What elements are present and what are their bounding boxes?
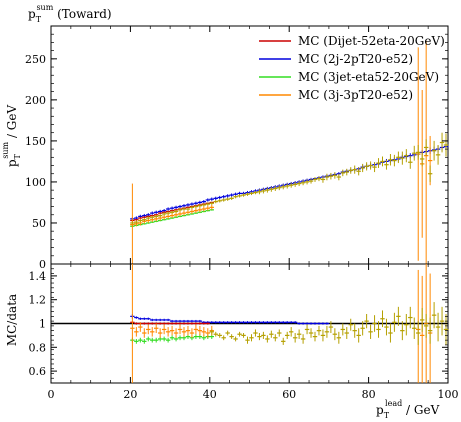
legend-label-3j: MC (3j-3pT20-e52) <box>298 88 413 102</box>
main-y-tick-label: 0 <box>39 258 46 271</box>
ratio-x-tick-label: 0 <box>48 388 55 401</box>
main-plot-area <box>130 40 449 264</box>
ratio-y-tick-label: 1.2 <box>29 294 47 307</box>
ratio-x-tick-label: 80 <box>362 388 376 401</box>
legend-label-dijet: MC (Dijet-52eta-20GeV) <box>298 34 445 48</box>
main-y-axis-title: pTsum / GeV <box>1 105 22 168</box>
ratio-x-tick-label: 40 <box>203 388 217 401</box>
main-y-tick-label: 50 <box>32 217 46 230</box>
ratio-x-tick-label: 20 <box>123 388 137 401</box>
legend-label-3jet: MC (3jet-eta52-20GeV) <box>298 70 439 84</box>
ratio-plot-area <box>51 264 449 383</box>
main-y-tick-label: 100 <box>25 176 46 189</box>
ratio-y-axis-title: MC/data <box>5 294 19 346</box>
ratio-y-tick-label: 1.4 <box>29 270 47 283</box>
legend: MC (Dijet-52eta-20GeV) MC (2j-2pT20-e52)… <box>259 34 445 102</box>
x-axis-title: pTlead / GeV <box>376 399 440 420</box>
chart-title: pTsum (Toward) <box>28 3 112 24</box>
main-y-tick-label: 250 <box>25 53 46 66</box>
ratio-y-tick-label: 0.6 <box>29 365 47 378</box>
legend-label-2j: MC (2j-2pT20-e52) <box>298 52 413 66</box>
main-y-tick-label: 150 <box>25 135 46 148</box>
ratio-y-tick-label: 1 <box>39 318 46 331</box>
main-y-axis: 0 50 100 150 200 250 <box>25 25 448 271</box>
ratio-x-tick-label: 100 <box>438 388 459 401</box>
ratio-x-tick-label: 60 <box>282 388 296 401</box>
main-y-tick-label: 200 <box>25 94 46 107</box>
ratio-x-axis: 0 20 40 60 80 100 <box>48 264 459 401</box>
ratio-y-axis: 0.6 0.8 1 1.2 1.4 <box>29 263 448 384</box>
ratio-y-tick-label: 0.8 <box>29 341 47 354</box>
